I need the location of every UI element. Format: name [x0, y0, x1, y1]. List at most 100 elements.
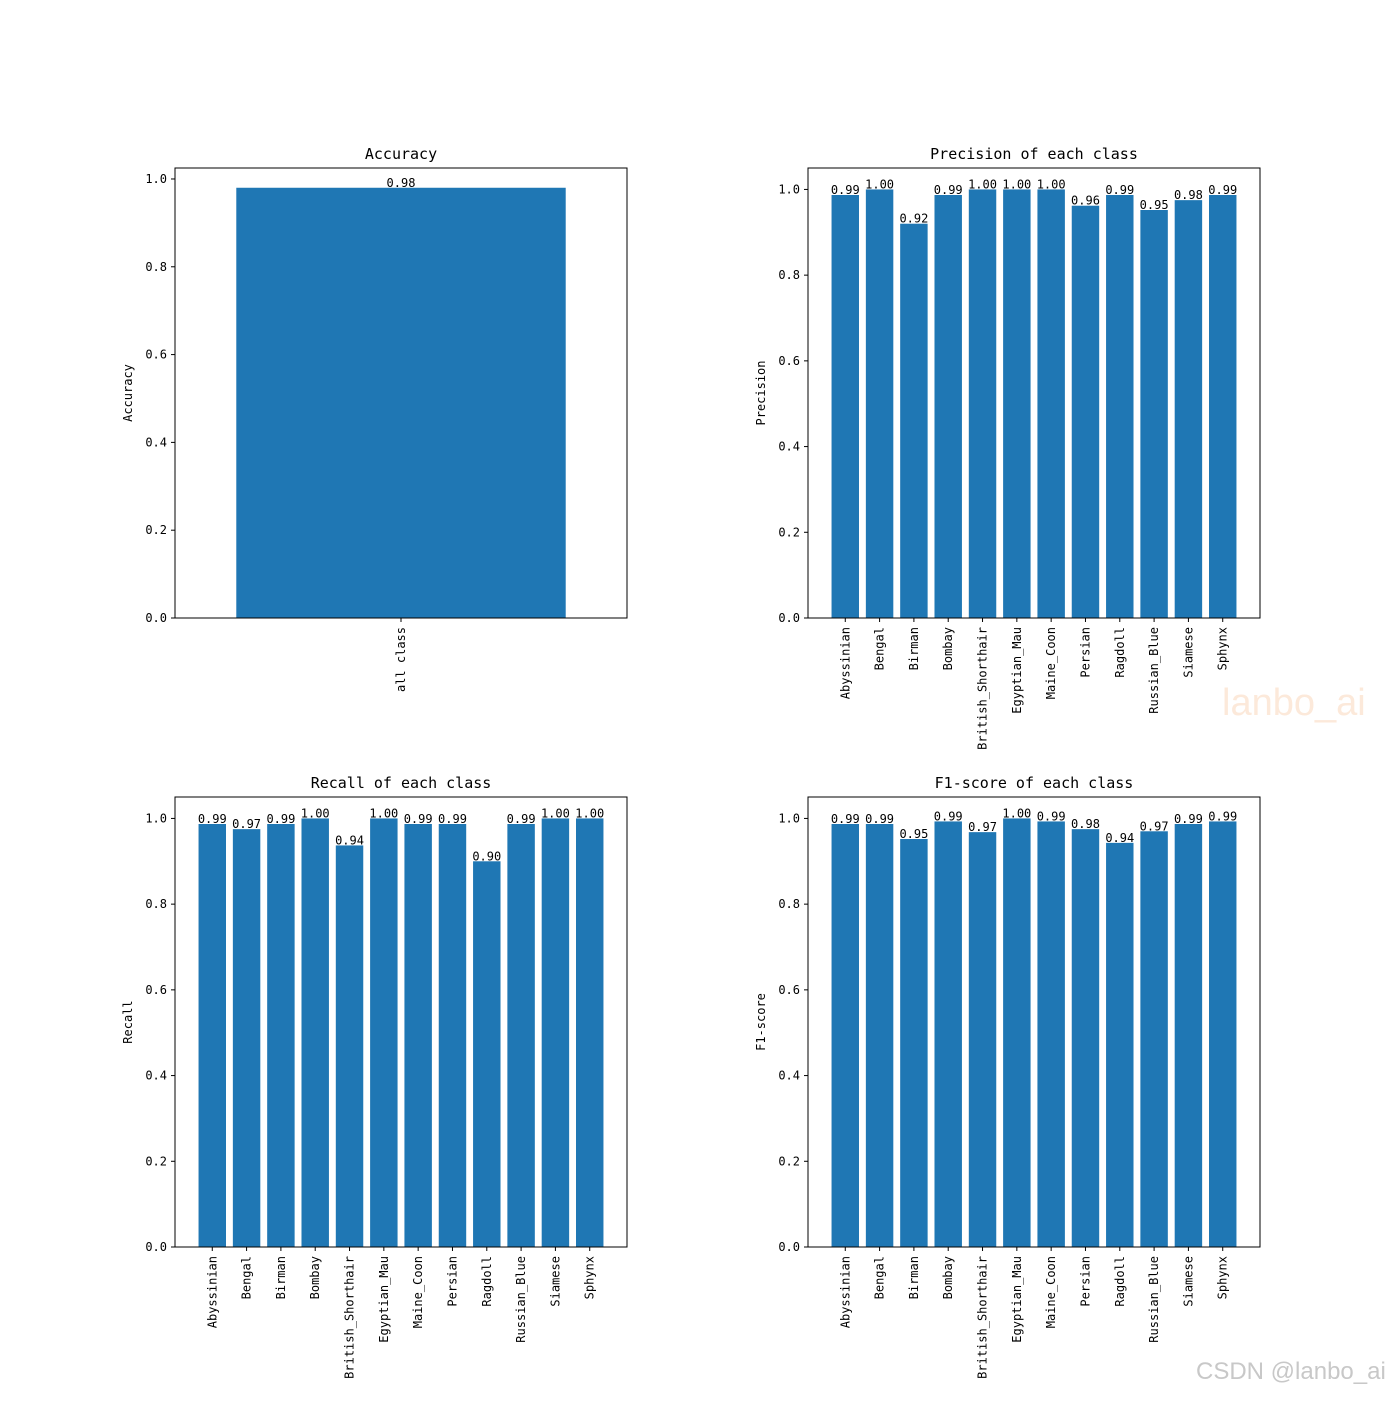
data-label: 0.99 — [507, 812, 536, 826]
x-tick-label: Egyptian_Mau — [1010, 627, 1024, 714]
x-tick-label: Maine_Coon — [411, 1256, 425, 1328]
data-label: 0.99 — [404, 812, 433, 826]
y-tick-label: 0.0 — [778, 611, 800, 625]
data-label: 0.97 — [968, 820, 997, 834]
watermark-center: lanbo_ai — [1222, 682, 1366, 724]
y-tick-label: 0.6 — [778, 354, 800, 368]
x-tick-label: Sphynx — [1216, 1256, 1230, 1299]
y-axis-label: Accuracy — [121, 364, 135, 422]
x-tick-label: Birman — [274, 1256, 288, 1299]
y-tick-label: 0.2 — [778, 1154, 800, 1168]
data-label: 0.95 — [1140, 198, 1169, 212]
bar-Sphynx — [1209, 195, 1237, 618]
x-tick-label: Abyssinian — [838, 627, 852, 699]
x-tick-label: Sphynx — [583, 1256, 597, 1299]
x-tick-label: Bombay — [308, 1256, 322, 1299]
x-tick-label: Ragdoll — [1113, 1256, 1127, 1307]
bar-Persian — [1071, 829, 1100, 1247]
bar-Siamese — [1174, 200, 1203, 618]
x-tick-label: British_Shorthair — [343, 1256, 357, 1379]
chart-title: Accuracy — [365, 145, 437, 163]
data-label: 0.99 — [934, 183, 963, 197]
axes-frame — [174, 167, 628, 619]
bar-Birman — [267, 824, 295, 1247]
y-tick-label: 0.4 — [778, 440, 800, 454]
x-tick-label: Birman — [907, 1256, 921, 1299]
y-axis-label: Precision — [754, 360, 768, 425]
axes-frame — [807, 167, 1261, 619]
bar-British_Shorthair — [335, 845, 364, 1247]
bar-Egyptian_Mau — [370, 818, 398, 1247]
data-label: 0.95 — [899, 827, 928, 841]
y-tick-label: 0.6 — [145, 348, 167, 362]
bar-Bombay — [934, 195, 962, 618]
x-tick-label: Ragdoll — [1113, 627, 1127, 678]
y-tick-label: 1.0 — [778, 182, 800, 196]
data-label: 0.99 — [1037, 809, 1066, 823]
bar-British_Shorthair — [968, 832, 997, 1247]
y-tick-label: 0.8 — [778, 897, 800, 911]
y-tick-label: 0.4 — [778, 1069, 800, 1083]
data-label: 1.00 — [301, 806, 330, 820]
x-tick-label: Siamese — [1181, 1256, 1195, 1307]
data-label: 0.99 — [865, 812, 894, 826]
bar-Abyssinian — [831, 824, 859, 1247]
data-label: 0.99 — [438, 812, 467, 826]
bar-Russian_Blue — [507, 824, 535, 1247]
x-tick-label: Ragdoll — [480, 1256, 494, 1307]
data-label: 1.00 — [865, 177, 894, 191]
x-tick-label: Bombay — [941, 627, 955, 670]
x-tick-label: Siamese — [548, 1256, 562, 1307]
bar-Siamese — [1174, 824, 1203, 1247]
chart-title: F1-score of each class — [935, 774, 1134, 792]
data-label: 0.99 — [266, 812, 295, 826]
x-tick-label: Russian_Blue — [1147, 627, 1161, 714]
data-label: 0.99 — [1174, 812, 1203, 826]
x-tick-label: Bengal — [873, 627, 887, 670]
y-tick-label: 0.2 — [145, 523, 167, 537]
data-label: 0.98 — [1174, 188, 1203, 202]
bar-Birman — [900, 223, 928, 618]
y-tick-label: 0.0 — [778, 1240, 800, 1254]
x-tick-label: Egyptian_Mau — [1010, 1256, 1024, 1343]
bar-Maine_Coon — [1037, 189, 1065, 618]
bar-Maine_Coon — [1037, 821, 1065, 1247]
chart-3: F1-score of each class F1-score 0.99 Abyssi… — [754, 774, 1261, 1379]
data-label: 0.98 — [1071, 817, 1100, 831]
x-tick-label: Bengal — [240, 1256, 254, 1299]
x-tick-label: Persian — [445, 1256, 459, 1307]
bar-Sphynx — [1209, 821, 1237, 1247]
data-label: 0.94 — [1105, 831, 1134, 845]
x-tick-label: Bengal — [873, 1256, 887, 1299]
bar-British_Shorthair — [968, 189, 997, 618]
data-label: 1.00 — [1002, 806, 1031, 820]
data-label: 0.99 — [1208, 183, 1237, 197]
data-label: 0.98 — [387, 176, 416, 190]
y-tick-label: 0.8 — [145, 260, 167, 274]
bar-Sphynx — [576, 818, 604, 1247]
bar-Persian — [438, 824, 467, 1247]
data-label: 0.99 — [1105, 183, 1134, 197]
y-tick-label: 0.6 — [145, 983, 167, 997]
bar-Egyptian_Mau — [1003, 818, 1031, 1247]
bar-Egyptian_Mau — [1003, 189, 1031, 618]
chart-title: Precision of each class — [930, 145, 1138, 163]
x-tick-label: Maine_Coon — [1044, 1256, 1058, 1328]
x-tick-label: Birman — [907, 627, 921, 670]
bar-Bengal — [232, 829, 261, 1247]
x-tick-label: Russian_Blue — [1147, 1256, 1161, 1343]
data-label: 1.00 — [541, 806, 570, 820]
chart-2: Recall of each class Recall 0.99 Abyssinian… — [121, 774, 628, 1379]
y-axis-label: F1-score — [754, 993, 768, 1051]
data-label: 1.00 — [369, 806, 398, 820]
y-tick-label: 0.0 — [145, 611, 167, 625]
y-tick-label: 1.0 — [778, 811, 800, 825]
bar-Ragdoll — [1106, 195, 1134, 618]
y-tick-label: 0.2 — [145, 1154, 167, 1168]
data-label: 0.97 — [1140, 819, 1169, 833]
data-label: 0.92 — [899, 212, 928, 226]
data-label: 1.00 — [968, 177, 997, 191]
data-label: 1.00 — [1037, 177, 1066, 191]
